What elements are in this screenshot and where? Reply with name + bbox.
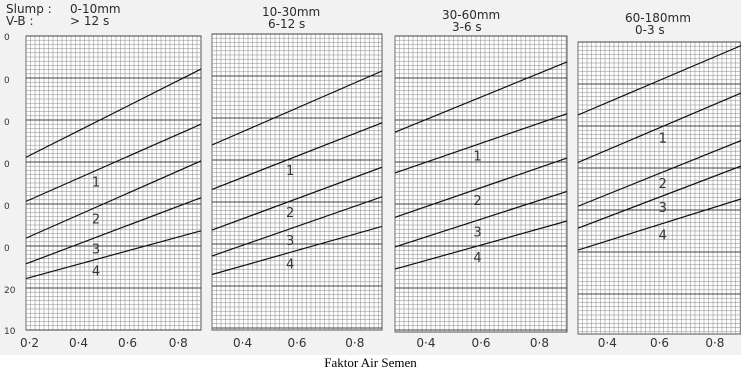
- y-tick: 20: [4, 286, 16, 296]
- panel-4-curve-label-3: 2: [659, 177, 667, 192]
- panel-4-curve-label-4: 3: [659, 201, 667, 216]
- y-tick: 0: [4, 33, 10, 43]
- y-tick: 0: [4, 244, 10, 254]
- panel-3-curve-5: [394, 220, 568, 270]
- panel-1-x-tick: 0·6: [118, 336, 137, 350]
- panel-4-slump: 60-180mm: [625, 11, 691, 25]
- panel-2-curve-label-3: 2: [286, 206, 294, 221]
- vb-label: V-B :: [6, 14, 34, 28]
- panel-1-x-tick: 0·4: [69, 336, 88, 350]
- panel-1-vb: > 12 s: [70, 14, 110, 28]
- panel-2-grid: [211, 33, 382, 330]
- y-tick: 0: [4, 202, 10, 212]
- panel-3-vb: 3-6 s: [452, 20, 482, 34]
- panel-1-curve-4: [25, 197, 202, 265]
- panel-3-curve-3: [394, 157, 568, 218]
- panel-4-major-grid: [578, 41, 741, 295]
- panel-2-major-grid: [212, 33, 382, 329]
- panel-4-vb: 0-3 s: [635, 23, 665, 37]
- panel-1-x-tick: 0·8: [169, 336, 188, 350]
- y-tick: 0: [4, 76, 10, 86]
- panel-3-curve-label-3: 2: [473, 194, 481, 209]
- panel-1-curve-label-5: 4: [92, 264, 100, 279]
- panel-3-curve-label-4: 3: [473, 225, 481, 240]
- x-axis-label: Faktor Air Semen: [324, 355, 417, 370]
- panel-4-curve-4: [577, 165, 741, 229]
- panel-2-x-tick: 0·4: [233, 336, 252, 350]
- panel-2-vb: 6-12 s: [268, 17, 306, 31]
- panel-2-x-tick: 0·8: [345, 336, 364, 350]
- panel-3-curve-2: [394, 113, 568, 174]
- panel-2-curve-label-2: 1: [286, 164, 294, 179]
- panel-2-curve-label-5: 4: [286, 257, 294, 272]
- panel-1-curve-3: [25, 160, 202, 239]
- panel-2-x-tick: 0·6: [287, 336, 306, 350]
- slump-label: Slump :: [6, 2, 52, 16]
- panel-3-x-tick: 0·4: [416, 336, 435, 350]
- panel-2-curve-label-4: 3: [286, 234, 294, 249]
- chart-area: 1 2 3 4 0·2 0·4 0·6 0·8 1 2 3 4 0·4 0·6 0·8 1 2 3 4 0·4 0·6 0…: [4, 33, 741, 350]
- panel-3-curve-label-2: 1: [473, 149, 481, 164]
- panel-1-x-tick: 0·2: [20, 336, 39, 350]
- panel-1-curve-label-3: 2: [92, 212, 100, 227]
- panel-1-slump: 0-10mm: [70, 2, 121, 16]
- panel-1-curve-label-4: 3: [92, 242, 100, 257]
- panel-2-curve-1: [211, 70, 383, 146]
- panel-1-curve-5: [25, 230, 202, 280]
- panel-4-curve-5: [577, 198, 741, 251]
- panel-1-curve-2: [25, 123, 202, 202]
- panel-2-curve-5: [211, 225, 383, 276]
- panel-4-x-tick: 0·6: [650, 336, 669, 350]
- panel-3-frame: [394, 35, 568, 333]
- panel-1-curve-label-2: 1: [92, 176, 100, 191]
- panel-3-curve-label-5: 4: [473, 251, 481, 266]
- panel-3-x-tick: 0·8: [530, 336, 549, 350]
- panel-4-curve-2: [577, 92, 741, 164]
- scanned-chart-sheet: Slump : V-B : 0-10mm > 12 s 10-30mm 6-12…: [0, 0, 741, 355]
- panel-4-curve-3: [577, 139, 741, 207]
- panel-4-curve-label-2: 1: [659, 131, 667, 146]
- y-tick: 0: [4, 118, 10, 128]
- panel-4-curve-label-5: 4: [659, 228, 667, 243]
- y-tick: 0: [4, 160, 10, 170]
- panel-4-curve-1: [577, 45, 741, 116]
- panel-4-grid: [577, 41, 741, 334]
- panel-1-major-grid: [26, 35, 201, 331]
- panel-4-x-tick: 0·8: [705, 336, 724, 350]
- panel-4-x-tick: 0·4: [598, 336, 617, 350]
- panel-2-curve-3: [211, 166, 383, 231]
- y-tick: 10: [4, 327, 16, 337]
- panel-1-curve-1: [25, 68, 202, 158]
- panel-3-x-tick: 0·6: [471, 336, 490, 350]
- panel-3-slump: 30-60mm: [442, 8, 501, 22]
- panel-3-curve-4: [394, 190, 568, 248]
- panel-2-slump: 10-30mm: [262, 5, 321, 19]
- panel-2-curve-2: [211, 122, 383, 190]
- panel-3-curve-1: [394, 61, 568, 133]
- panel-2-curve-4: [211, 196, 383, 257]
